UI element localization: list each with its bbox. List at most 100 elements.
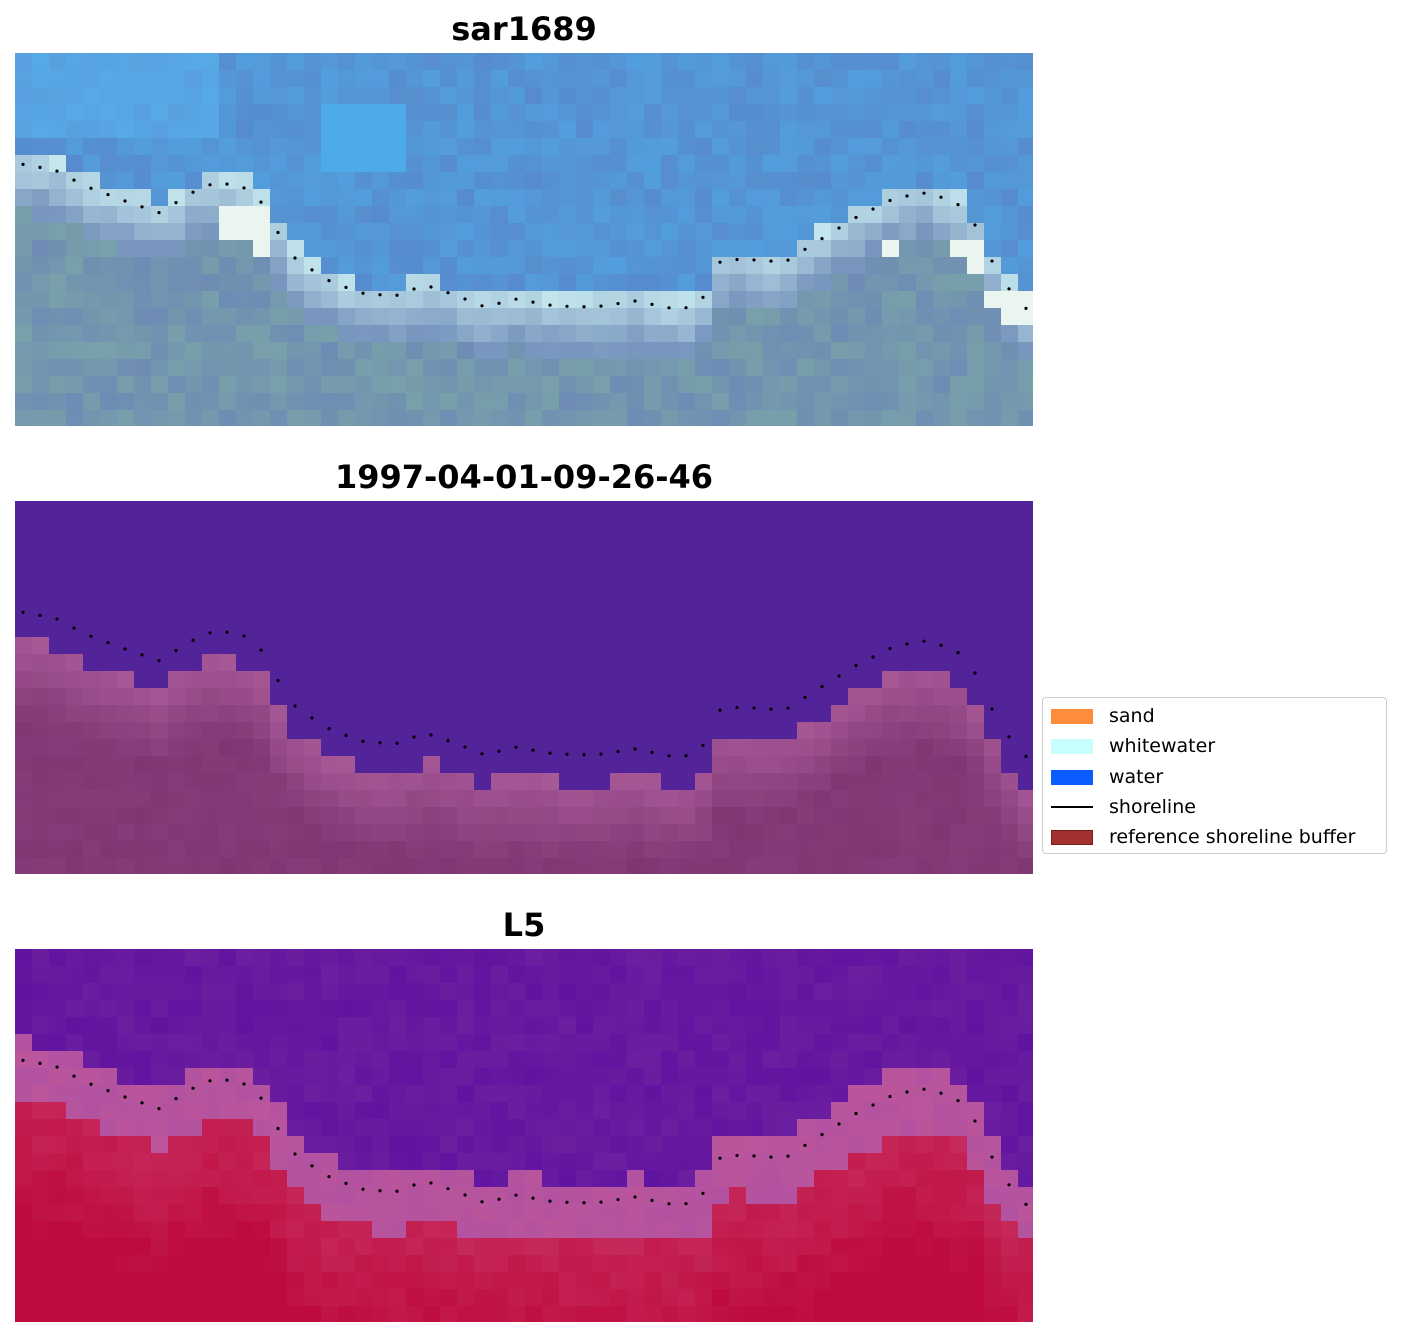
shoreline-point (684, 1202, 688, 1206)
shoreline-point (378, 1189, 382, 1193)
shoreline-point (922, 191, 926, 195)
shoreline-point (837, 226, 841, 230)
shoreline-point (548, 303, 552, 307)
satellite-rgb-image (15, 53, 1033, 426)
shoreline-point (327, 279, 331, 283)
shoreline-point (531, 1196, 535, 1200)
shoreline-point (548, 1199, 552, 1203)
rgb-image-raster (15, 53, 1033, 426)
shoreline-point (888, 646, 892, 651)
shoreline-point (429, 1181, 433, 1185)
shoreline-point (378, 293, 382, 297)
shoreline-point (106, 641, 110, 645)
shoreline-point (531, 300, 535, 304)
shoreline-point (650, 750, 654, 754)
shoreline-point (276, 678, 280, 683)
shoreline-point (395, 741, 399, 745)
shoreline-point (650, 302, 654, 306)
shoreline-point (888, 198, 892, 203)
shoreline-point (565, 1200, 569, 1204)
shoreline-point (599, 752, 603, 756)
shoreline-point (123, 199, 127, 203)
shoreline-point (667, 754, 671, 758)
shoreline-point (735, 705, 739, 710)
shoreline-point (259, 648, 263, 652)
shoreline-point (616, 749, 620, 754)
raster-cells (15, 53, 1033, 426)
shoreline-point (395, 1189, 399, 1193)
shoreline-point (21, 1058, 25, 1062)
shoreline-point (242, 186, 246, 190)
shoreline-point (480, 304, 484, 308)
shoreline-point (38, 165, 42, 169)
legend: sand whitewater water shoreline referenc… (1042, 697, 1387, 854)
shoreline-point (684, 306, 688, 310)
shoreline-point (871, 655, 875, 659)
panel-3-title: L5 (502, 906, 546, 944)
shoreline-point (72, 178, 76, 182)
shoreline-point (480, 1200, 484, 1204)
shoreline-point (582, 1201, 586, 1205)
shoreline-point (820, 237, 824, 241)
shoreline (21, 1058, 1028, 1206)
shoreline-point (922, 1087, 926, 1091)
shoreline-point (633, 747, 637, 751)
shoreline-point (752, 1154, 756, 1158)
shoreline-point (89, 634, 93, 638)
shoreline-point (72, 626, 76, 630)
shoreline-point (820, 685, 824, 689)
shoreline-point (922, 639, 926, 643)
shoreline-point (497, 301, 501, 305)
shoreline-point (616, 301, 620, 306)
shoreline-point (225, 630, 229, 634)
shoreline-point (55, 169, 59, 173)
shoreline-point (990, 707, 994, 711)
shoreline-point (191, 190, 195, 194)
shoreline-point (344, 733, 348, 737)
legend-label-whitewater: whitewater (1109, 735, 1216, 757)
shoreline-point (531, 748, 535, 752)
shoreline-point (633, 299, 637, 303)
shoreline-point (803, 1143, 807, 1147)
shoreline-point (174, 1097, 178, 1101)
shoreline-point (446, 291, 450, 295)
classification-raster (15, 501, 1033, 874)
shoreline-point (701, 1191, 705, 1195)
shoreline-point (208, 631, 212, 635)
shoreline-point (905, 642, 909, 646)
shoreline-point (956, 1099, 960, 1103)
shoreline-point (72, 1074, 76, 1078)
shoreline-point (225, 1078, 229, 1082)
shoreline-point (259, 1096, 263, 1100)
shoreline-point (497, 1197, 501, 1201)
shoreline-point (429, 733, 433, 737)
shoreline-point (106, 1089, 110, 1093)
shoreline (21, 610, 1028, 758)
shoreline-point (871, 1103, 875, 1107)
shoreline-point (752, 258, 756, 262)
shoreline-point (939, 195, 943, 199)
shoreline-point (837, 674, 841, 678)
index-image (15, 949, 1033, 1322)
shoreline-point (786, 1154, 790, 1158)
shoreline-point (463, 297, 467, 301)
shoreline-point (701, 743, 705, 747)
shoreline-point (820, 1133, 824, 1137)
shoreline-point (157, 1107, 161, 1111)
legend-item-water: water (1051, 765, 1163, 789)
legend-label-reference-buffer: reference shoreline buffer (1109, 826, 1356, 848)
whitewater-swatch (1051, 738, 1093, 754)
shoreline-point (21, 162, 25, 166)
shoreline-point (276, 230, 280, 235)
shoreline-point (242, 1082, 246, 1086)
shoreline-point (582, 753, 586, 757)
panel-1-title: sar1689 (451, 10, 597, 48)
shoreline-point (718, 708, 722, 712)
shoreline-point (89, 1082, 93, 1086)
shoreline-point (412, 735, 416, 739)
shoreline-point (480, 752, 484, 756)
shoreline-point (191, 638, 195, 642)
shoreline-point (310, 1164, 314, 1168)
shoreline-point (973, 223, 977, 227)
shoreline-point (939, 643, 943, 647)
